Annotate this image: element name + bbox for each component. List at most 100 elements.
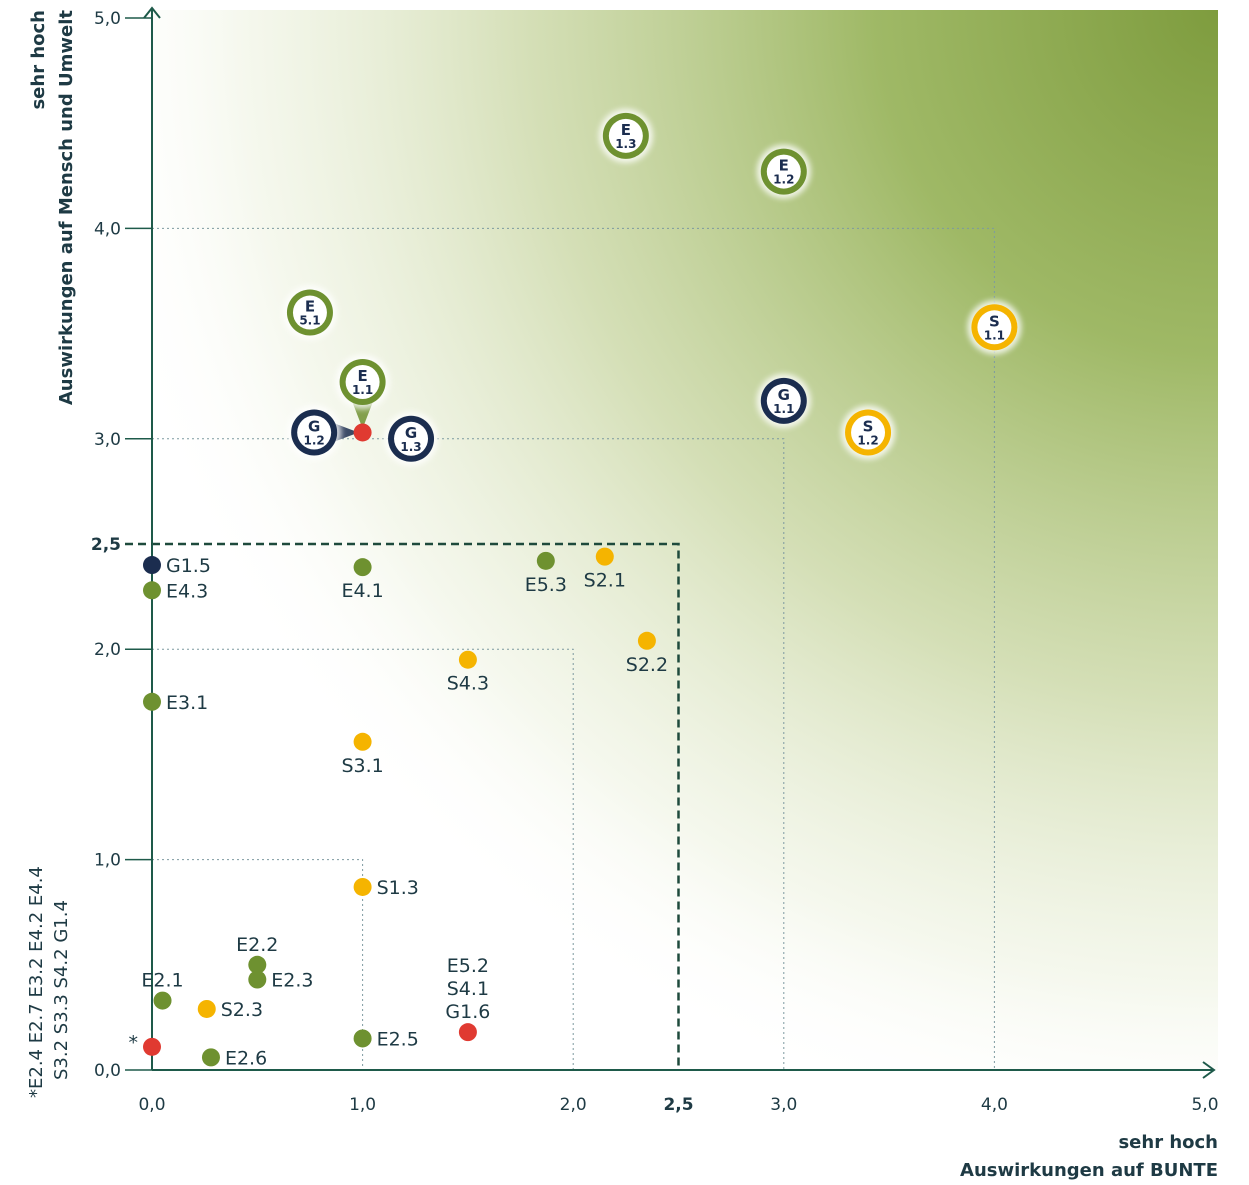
data-point-E2.5 bbox=[353, 1029, 372, 1048]
y-tick-label: 4,0 bbox=[94, 219, 121, 239]
point-label: E5.2 bbox=[447, 955, 489, 977]
badge-inner bbox=[292, 295, 327, 330]
y-tick-label: 5,0 bbox=[94, 9, 121, 29]
badge-number: 1.3 bbox=[400, 440, 421, 454]
data-point-S4.3 bbox=[458, 650, 477, 669]
data-point-E2.6 bbox=[201, 1048, 220, 1067]
threshold-box bbox=[152, 542, 680, 1070]
point-label: G1.5 bbox=[166, 555, 211, 577]
point-label: E5.3 bbox=[525, 574, 567, 596]
badge-inner bbox=[766, 154, 801, 189]
data-point-E2.1 bbox=[153, 991, 172, 1010]
point-label: E2.6 bbox=[225, 1047, 267, 1069]
badge-inner bbox=[851, 415, 886, 450]
data-point-G1.5 bbox=[143, 556, 161, 575]
y-axis-title-line2: Auswirkungen auf Mensch und Umwelt bbox=[56, 10, 77, 406]
data-point-S2.3 bbox=[197, 999, 216, 1018]
point-label: * bbox=[129, 1032, 139, 1054]
data-point-E5.3 bbox=[536, 551, 555, 570]
data-point-E2.3 bbox=[248, 970, 267, 989]
badge-letter: E bbox=[779, 157, 789, 175]
badge-letter: G bbox=[405, 424, 417, 442]
y-tick-label: 3,0 bbox=[94, 430, 121, 450]
point-label: E2.5 bbox=[377, 1028, 419, 1050]
plot-background bbox=[152, 10, 1218, 1070]
badge-g1-1: G1.1 bbox=[756, 373, 811, 428]
badge-letter: E bbox=[357, 367, 367, 385]
x-tick-label: 2,5 bbox=[663, 1095, 693, 1115]
data-point-E2.2 bbox=[248, 955, 267, 974]
badge-g1-3: G1.3 bbox=[384, 411, 439, 466]
data-point-E3.1 bbox=[143, 692, 161, 711]
point-label: S3.1 bbox=[341, 755, 383, 777]
footnote-line-2: S3.2 S3.3 S4.2 G1.4 bbox=[51, 900, 72, 1080]
y-tick-label: 1,0 bbox=[94, 851, 121, 871]
x-tick-label: 1,0 bbox=[349, 1095, 376, 1115]
x-axis-title-line2: Auswirkungen auf BUNTE bbox=[960, 1160, 1218, 1181]
badge-s1-2: S1.2 bbox=[841, 405, 896, 460]
data-point-S1.3 bbox=[353, 877, 372, 896]
x-tick-label: 0,0 bbox=[138, 1095, 165, 1115]
point-label: E4.1 bbox=[341, 580, 383, 602]
badge-letter: G bbox=[778, 386, 790, 404]
x-axis-arrow bbox=[1202, 1061, 1216, 1079]
point-label: S1.3 bbox=[377, 877, 419, 899]
badge-number: 1.1 bbox=[352, 383, 373, 397]
y-tick-label: 0,0 bbox=[94, 1061, 121, 1081]
point-label: S2.1 bbox=[584, 570, 626, 592]
badge-e1-3: E1.3 bbox=[598, 108, 653, 163]
data-point-E4.3 bbox=[143, 581, 161, 600]
guide-box-1 bbox=[152, 859, 364, 1070]
badge-number: 1.1 bbox=[773, 402, 794, 416]
badge-number: 1.1 bbox=[984, 328, 1005, 342]
point-label: S4.1 bbox=[447, 978, 489, 1000]
point-label: E3.1 bbox=[166, 692, 208, 714]
data-point-e11-g12-g13 bbox=[353, 423, 372, 442]
point-label: S2.3 bbox=[221, 999, 263, 1021]
data-point-E5.2-S4.1-G1.6 bbox=[458, 1023, 477, 1042]
y-tick-label: 2,0 bbox=[94, 640, 121, 660]
data-point-asterisk bbox=[143, 1037, 161, 1056]
guide-box-4 bbox=[152, 227, 995, 1070]
badge-inner bbox=[608, 118, 643, 153]
badge-letter: E bbox=[305, 298, 315, 316]
badge-number: 5.1 bbox=[299, 314, 320, 328]
point-label: S2.2 bbox=[626, 654, 668, 676]
badge-inner bbox=[297, 415, 332, 450]
badge-e1-1: E1.1 bbox=[335, 354, 390, 409]
x-axis-title-line1: sehr hoch bbox=[1118, 1132, 1218, 1153]
x-tick-label: 5,0 bbox=[1191, 1095, 1218, 1115]
badge-letter: E bbox=[621, 121, 631, 139]
footnote-line-1: *E2.4 E2.7 E3.2 E4.2 E4.4 bbox=[26, 866, 47, 1098]
data-point-S2.1 bbox=[595, 547, 614, 566]
badge-letter: S bbox=[863, 417, 874, 435]
point-label: E2.1 bbox=[141, 970, 183, 992]
point-label: S4.3 bbox=[447, 673, 489, 695]
badge-inner bbox=[394, 421, 429, 456]
x-tick-label: 2,0 bbox=[560, 1095, 587, 1115]
data-point-S2.2 bbox=[637, 631, 656, 650]
badge-inner bbox=[345, 364, 380, 399]
data-point-E4.1 bbox=[353, 558, 372, 577]
badge-g1-2: G1.2 bbox=[287, 405, 342, 460]
badge-letter: S bbox=[989, 312, 1000, 330]
x-tick-label: 4,0 bbox=[981, 1095, 1008, 1115]
point-label: E2.3 bbox=[271, 970, 313, 992]
point-label: G1.6 bbox=[445, 1001, 490, 1023]
badge-inner bbox=[977, 310, 1012, 345]
y-axis-arrow bbox=[143, 6, 161, 19]
badge-e1-2: E1.2 bbox=[756, 144, 811, 199]
badge-number: 1.3 bbox=[615, 137, 636, 151]
badge-number: 1.2 bbox=[304, 433, 325, 447]
y-axis-title-line1: sehr hoch bbox=[28, 10, 49, 110]
guide-box-2 bbox=[152, 648, 574, 1070]
badge-e5-1: E5.1 bbox=[282, 285, 337, 340]
badge-number: 1.2 bbox=[773, 173, 794, 187]
data-point-S3.1 bbox=[353, 732, 372, 751]
point-label: E4.3 bbox=[166, 580, 208, 602]
badge-s1-1: S1.1 bbox=[967, 300, 1022, 355]
x-tick-label: 3,0 bbox=[770, 1095, 797, 1115]
badge-number: 1.2 bbox=[857, 433, 878, 447]
y-tick-label: 2,5 bbox=[91, 535, 121, 555]
